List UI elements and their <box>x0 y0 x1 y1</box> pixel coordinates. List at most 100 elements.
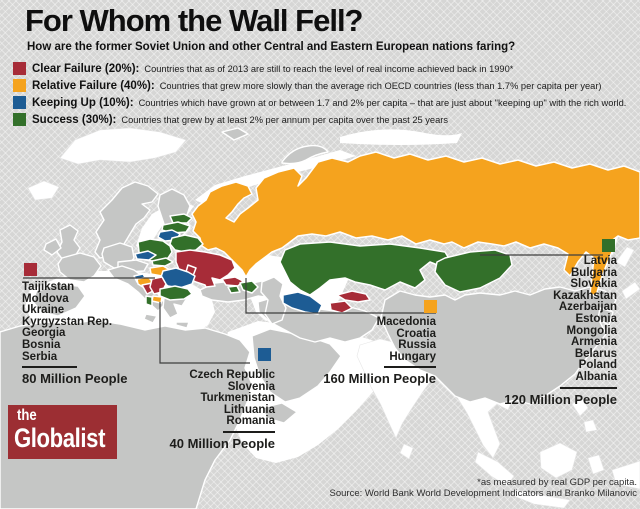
landmass-new-guinea <box>611 460 640 490</box>
divider <box>22 366 77 369</box>
legend-swatch-orange <box>13 79 26 92</box>
country-kyrgyzstan <box>336 290 371 303</box>
country-belarus <box>169 234 204 253</box>
divider <box>384 366 436 369</box>
leader-line-relative-failure <box>245 278 436 314</box>
logo-line-globalist: Globalist <box>14 423 106 453</box>
country-label: Slovakia <box>570 278 617 291</box>
group-marker-keeping-up <box>258 348 271 361</box>
landmass-iceland <box>27 180 60 201</box>
legend-label: Keeping Up (10%): <box>32 96 134 109</box>
population-label: 120 Million People <box>504 391 617 407</box>
country-label: Hungary <box>389 350 436 363</box>
landmass-svalbard <box>221 127 249 141</box>
landmass-ireland <box>43 238 62 256</box>
country-tajikistan <box>329 300 353 314</box>
landmass-sri-lanka <box>399 443 414 460</box>
country-estonia <box>169 213 193 224</box>
country-label: Kazakhstan <box>553 289 617 302</box>
population-label: 80 Million People <box>22 371 128 387</box>
country-azerbaijan <box>239 280 259 294</box>
legend-item-relative-failure: Relative Failure (40%): Countries that g… <box>13 77 626 94</box>
country-label: Russia <box>398 339 436 352</box>
landmass-iberia <box>32 283 86 317</box>
landmass-java <box>513 489 571 509</box>
country-label: Turkmenistan <box>200 392 275 405</box>
globalist-logo: the Globalist <box>8 405 117 459</box>
landmass-greenland <box>59 127 187 165</box>
caspian-sea <box>260 276 287 325</box>
legend-label: Clear Failure (20%): <box>32 62 140 75</box>
country-slovakia <box>151 257 174 267</box>
landmass-philippines-1 <box>571 397 589 417</box>
group-list-relative-failure: Macedonia Croatia Russia Hungary 160 Mil… <box>286 316 436 387</box>
landmass-japan-2 <box>621 281 640 300</box>
group-marker-success <box>602 239 615 252</box>
country-label: Romania <box>226 415 275 428</box>
divider <box>560 386 617 389</box>
country-label: Taijikstan <box>22 281 75 293</box>
group-marker-relative-failure <box>424 300 437 313</box>
landmass-sumatra <box>474 451 515 487</box>
country-mongolia <box>434 249 513 293</box>
legend-label: Relative Failure (40%): <box>32 79 155 92</box>
country-kazakhstan <box>279 241 451 296</box>
country-label: Croatia <box>396 327 436 340</box>
legend-description: Countries that grew more slowly than the… <box>159 80 602 91</box>
group-marker-clear-failure <box>24 263 37 276</box>
legend-description: Countries that grew by at least 2% per a… <box>121 114 448 125</box>
landmass-crete <box>175 321 190 329</box>
country-label: Latvia <box>583 255 617 267</box>
footnote-source: Source: World Bank World Development Ind… <box>329 488 638 499</box>
legend-swatch-blue <box>13 96 26 109</box>
leader-line-keeping-up <box>159 302 250 364</box>
divider <box>223 430 275 433</box>
legend: Clear Failure (20%): Countries that as o… <box>13 60 626 128</box>
landmass-france <box>57 252 102 283</box>
landmass-borneo <box>539 442 578 479</box>
country-label: Moldova <box>22 292 69 305</box>
landmass-sicily <box>143 313 158 324</box>
country-label: Slovenia <box>227 380 275 393</box>
legend-description: Countries that as of 2013 are still to r… <box>144 63 514 74</box>
landmass-novaya-zemlya <box>281 144 329 165</box>
country-armenia <box>227 285 241 294</box>
country-label: Lithuania <box>223 403 275 416</box>
population-label: 160 Million People <box>323 371 436 387</box>
landmass-korea <box>597 307 614 326</box>
landmass-sulawesi <box>587 454 605 475</box>
country-label: Poland <box>578 359 617 372</box>
country-label: Armenia <box>570 336 617 349</box>
legend-label: Success (30%): <box>32 113 117 126</box>
country-czech-republic <box>134 250 157 261</box>
country-bulgaria <box>159 285 193 301</box>
country-turkmenistan <box>282 291 323 315</box>
country-label: Azerbaijan <box>558 301 617 314</box>
country-label: Kyrgyzstan Rep. <box>22 315 113 328</box>
country-label: Bulgaria <box>570 266 617 279</box>
country-label: Estonia <box>575 312 617 325</box>
legend-swatch-green <box>13 113 26 126</box>
population-label: 40 Million People <box>169 435 275 451</box>
country-label: Bosnia <box>22 338 61 351</box>
group-list-success: Latvia Bulgaria Slovakia Kazakhstan Azer… <box>467 255 617 407</box>
country-label: Albania <box>575 370 617 383</box>
country-albania <box>145 295 153 307</box>
logo-line-the: the <box>17 407 37 424</box>
footnote-asterisk: *as measured by real GDP per capita. <box>477 477 637 488</box>
legend-item-keeping-up: Keeping Up (10%): Countries which have g… <box>13 94 626 111</box>
legend-item-clear-failure: Clear Failure (20%): Countries that as o… <box>13 60 626 77</box>
footnotes: *as measured by real GDP per capita. Sou… <box>330 477 638 499</box>
country-label: Ukraine <box>22 304 65 317</box>
group-list-clear-failure: Taijikstan Moldova Ukraine Kyrgyzstan Re… <box>22 281 172 387</box>
country-label: Czech Republic <box>189 369 275 381</box>
page-title: For Whom the Wall Fell? <box>25 3 363 38</box>
group-list-keeping-up: Czech Republic Slovenia Turkmenistan Lit… <box>125 369 275 451</box>
page-subtitle: How are the former Soviet Union and othe… <box>27 41 516 53</box>
landmass-horn-of-africa <box>261 402 298 424</box>
legend-description: Countries which have grown at or between… <box>138 97 627 108</box>
country-label: Belarus <box>574 347 617 360</box>
country-label: Macedonia <box>376 316 436 328</box>
landmass-philippines-2 <box>583 419 598 433</box>
landmass-japan-1 <box>615 246 635 268</box>
